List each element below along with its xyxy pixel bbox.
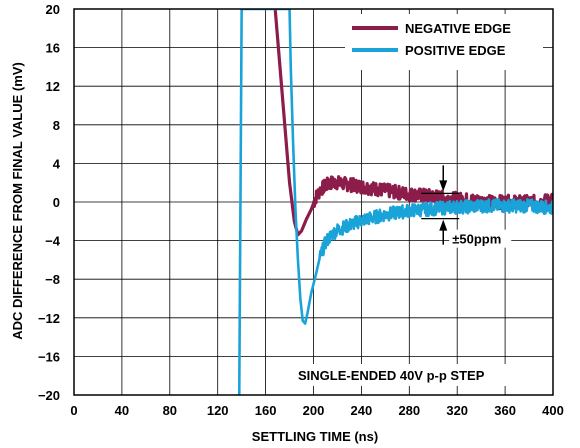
series-layer	[237, 9, 553, 395]
y-tick-label: 0	[53, 195, 60, 210]
x-tick-label: 200	[303, 403, 325, 418]
legend-background	[345, 14, 543, 70]
y-tick-label: −4	[45, 234, 61, 249]
annotation-layer: ±50ppm SINGLE-ENDED 40V p-p STEP	[292, 165, 532, 386]
x-axis-title: SETTLING TIME (ns)	[252, 429, 378, 444]
band-label-background	[449, 229, 512, 248]
x-tick-label: 280	[398, 403, 420, 418]
y-tick-label: 4	[53, 156, 61, 171]
x-tick-label: 160	[255, 403, 277, 418]
y-tick-label: 20	[46, 2, 60, 17]
y-tick-label: 12	[46, 79, 60, 94]
y-tick-label: −8	[45, 272, 60, 287]
arrow-down-head	[439, 180, 448, 192]
step-label-background	[292, 364, 532, 386]
x-tick-label: 0	[70, 403, 77, 418]
x-tick-label: 320	[446, 403, 468, 418]
x-tick-labels: 0 40 80 120 160 200 240 280 320 360 400	[70, 403, 563, 418]
y-tick-label: −12	[38, 311, 60, 326]
y-tick-label: −16	[38, 349, 60, 364]
plot-frame	[73, 8, 554, 396]
x-tick-label: 80	[163, 403, 177, 418]
x-tick-label: 360	[494, 403, 516, 418]
y-tick-labels: 20 16 12 8 4 0 −4 −8 −12 −16 −20	[38, 2, 61, 403]
y-axis-title: ADC DIFFERENCE FROM FINAL VALUE (mV)	[10, 62, 25, 340]
y-tick-label: 16	[46, 41, 60, 56]
legend-label: NEGATIVE EDGE	[405, 21, 511, 36]
x-tick-label: 240	[351, 403, 373, 418]
legend: NEGATIVE EDGE POSITIVE EDGE	[345, 14, 543, 70]
y-tick-label: 8	[53, 118, 60, 133]
legend-label: POSITIVE EDGE	[405, 43, 506, 58]
arrow-up-head	[439, 219, 448, 231]
x-tick-label: 40	[115, 403, 129, 418]
y-tick-label: −20	[38, 388, 60, 403]
band-label: ±50ppm	[452, 232, 501, 247]
x-tick-label: 400	[542, 403, 564, 418]
x-tick-label: 120	[207, 403, 229, 418]
step-label: SINGLE-ENDED 40V p-p STEP	[298, 368, 485, 383]
series-line-positive-edge	[237, 9, 553, 395]
